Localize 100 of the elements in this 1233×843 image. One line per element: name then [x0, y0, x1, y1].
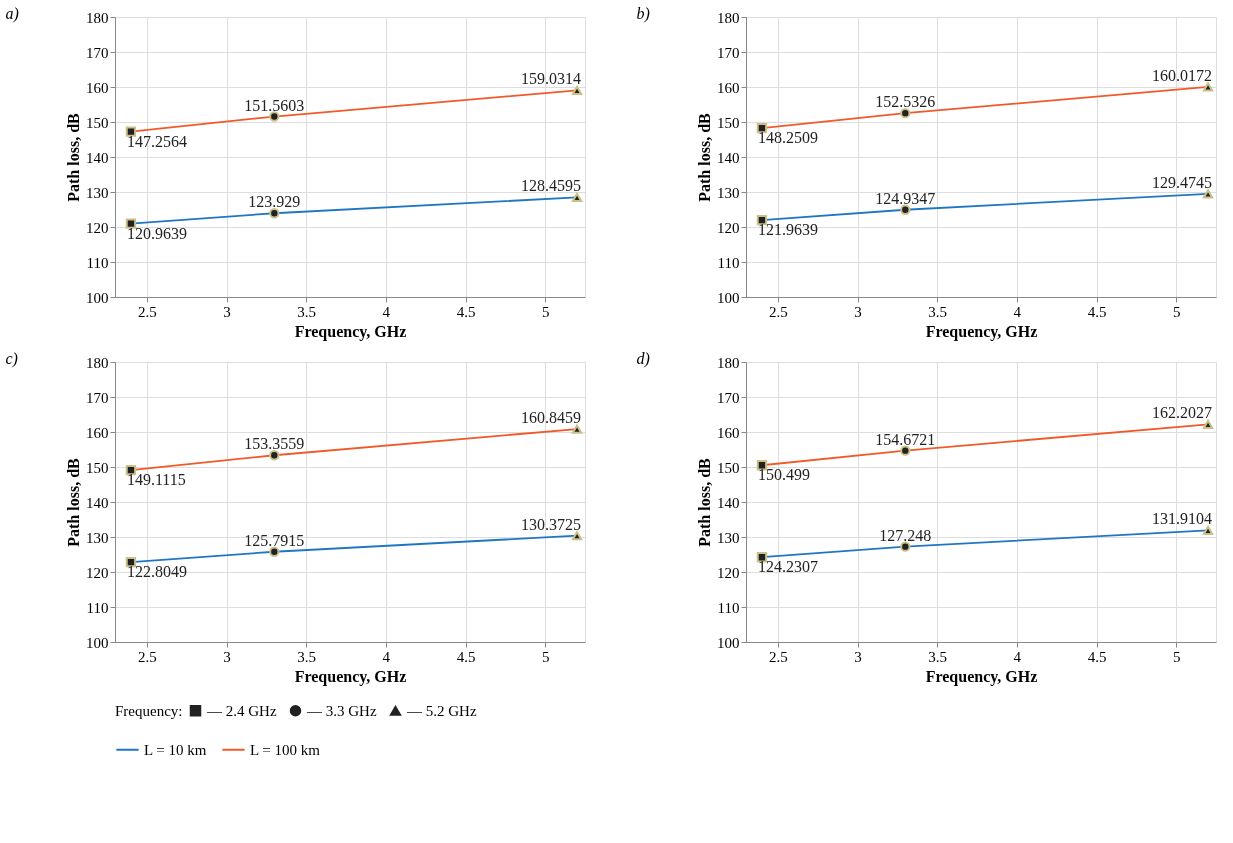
y-tick-label: 160 — [717, 424, 740, 441]
y-tick-label: 130 — [717, 184, 740, 201]
x-tick-label: 4 — [1013, 648, 1022, 665]
legend-label: — 3.3 GHz — [306, 702, 377, 719]
y-tick-label: 180 — [86, 9, 109, 26]
y-tick-label: 110 — [86, 254, 109, 271]
data-label: 130.3725 — [521, 515, 582, 533]
point — [1202, 189, 1214, 199]
legend-label: L = 10 km — [144, 741, 207, 758]
y-axis-title: Path loss, dB — [696, 457, 713, 547]
point — [269, 111, 280, 122]
x-axis-title: Frequency, GHz — [294, 322, 407, 341]
data-label: 150.499 — [757, 466, 810, 484]
data-label: 148.2509 — [757, 129, 818, 147]
y-tick-label: 100 — [717, 634, 740, 651]
x-tick-label: 3.5 — [928, 648, 948, 665]
x-tick-label: 2.5 — [768, 648, 788, 665]
x-axis-title: Frequency, GHz — [294, 667, 407, 686]
y-tick-label: 140 — [717, 149, 740, 166]
legend-label: L = 100 km — [250, 741, 321, 758]
y-tick-label: 180 — [717, 354, 740, 371]
data-label: 153.3559 — [244, 435, 305, 453]
y-tick-label: 110 — [86, 599, 109, 616]
chart-title: a) — [5, 5, 19, 23]
y-tick-label: 130 — [86, 184, 109, 201]
chart-title: d) — [636, 350, 650, 368]
y-tick-label: 140 — [86, 149, 109, 166]
x-tick-label: 3 — [223, 303, 231, 320]
legend-label: — 2.4 GHz — [206, 702, 277, 719]
point — [571, 531, 583, 541]
y-tick-label: 120 — [86, 564, 109, 581]
y-tick-label: 100 — [717, 289, 740, 306]
legend-title: Frequency: — [115, 703, 183, 719]
y-axis-title: Path loss, dB — [65, 457, 82, 547]
chart-title: b) — [636, 5, 650, 23]
y-tick-label: 150 — [717, 459, 740, 476]
data-label: 124.9347 — [875, 189, 936, 207]
point — [269, 450, 280, 461]
point — [571, 424, 583, 434]
y-tick-label: 160 — [86, 424, 109, 441]
point — [900, 445, 911, 456]
data-label: 131.9104 — [1152, 510, 1213, 528]
data-label: 152.5326 — [875, 93, 936, 111]
y-tick-label: 130 — [86, 529, 109, 546]
x-tick-label: 4 — [382, 648, 391, 665]
data-label: 147.2564 — [126, 132, 187, 150]
x-tick-label: 3 — [854, 303, 862, 320]
point — [900, 541, 911, 552]
data-label: 159.0314 — [521, 70, 582, 88]
y-tick-label: 110 — [717, 599, 740, 616]
point — [125, 126, 137, 137]
x-tick-label: 5 — [1172, 648, 1181, 665]
y-axis-title: Path loss, dB — [65, 112, 82, 202]
x-tick-label: 5 — [541, 303, 550, 320]
y-tick-label: 120 — [717, 564, 740, 581]
point — [571, 85, 583, 96]
data-label: 162.2027 — [1152, 404, 1213, 422]
x-tick-label: 2.5 — [137, 303, 157, 320]
x-tick-label: 3 — [223, 648, 231, 665]
data-label: 127.248 — [879, 526, 932, 544]
y-tick-label: 140 — [86, 494, 109, 511]
y-tick-label: 160 — [86, 79, 109, 96]
data-label: 120.9639 — [126, 224, 187, 242]
data-label: 149.1115 — [126, 471, 186, 489]
y-tick-label: 180 — [86, 354, 109, 371]
y-tick-label: 100 — [86, 289, 109, 306]
y-tick-label: 180 — [717, 9, 740, 26]
y-tick-label: 170 — [86, 389, 109, 406]
point — [1202, 525, 1214, 535]
y-tick-label: 130 — [717, 529, 740, 546]
x-tick-label: 2.5 — [768, 303, 788, 320]
x-tick-label: 4 — [382, 303, 391, 320]
point — [269, 208, 280, 219]
y-tick-label: 140 — [717, 494, 740, 511]
data-label: 125.7915 — [244, 531, 305, 549]
point — [1202, 419, 1214, 429]
y-tick-label: 150 — [717, 114, 740, 131]
y-tick-label: 170 — [86, 44, 109, 61]
x-tick-label: 3 — [854, 648, 862, 665]
point — [269, 546, 280, 557]
x-tick-label: 3.5 — [928, 303, 948, 320]
data-label: 124.2307 — [757, 558, 818, 576]
y-tick-label: 100 — [86, 634, 109, 651]
x-tick-label: 4.5 — [456, 303, 476, 320]
x-tick-label: 5 — [541, 648, 550, 665]
x-axis-title: Frequency, GHz — [925, 322, 1038, 341]
data-label: 129.4745 — [1152, 173, 1213, 191]
data-label: 160.0172 — [1152, 66, 1213, 84]
point — [900, 204, 911, 215]
y-tick-label: 120 — [717, 219, 740, 236]
y-tick-label: 120 — [86, 219, 109, 236]
x-tick-label: 3.5 — [297, 303, 317, 320]
point — [125, 218, 137, 229]
data-label: 151.5603 — [244, 96, 305, 114]
y-axis-title: Path loss, dB — [696, 112, 713, 202]
y-tick-label: 110 — [717, 254, 740, 271]
y-tick-label: 160 — [717, 79, 740, 96]
y-tick-label: 170 — [717, 44, 740, 61]
data-label: 123.929 — [248, 193, 301, 211]
y-tick-label: 150 — [86, 459, 109, 476]
